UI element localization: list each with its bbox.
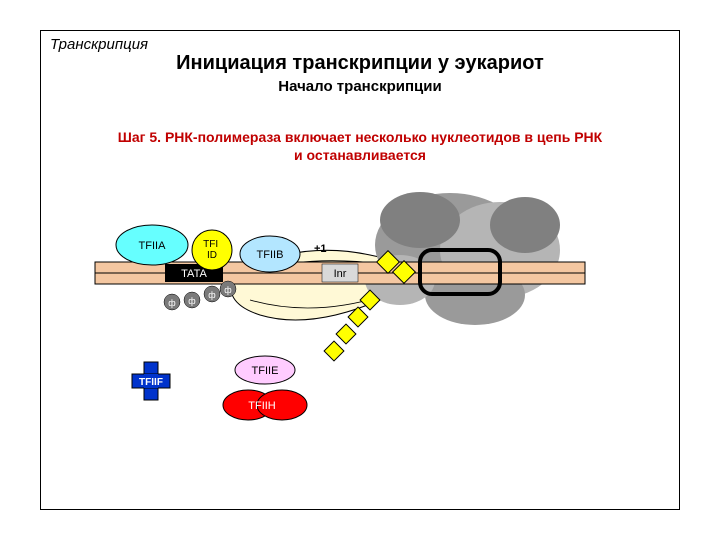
rna-diamond	[336, 324, 356, 344]
svg-text:TFIIH: TFIIH	[248, 400, 276, 412]
tfiie-factor: TFIIE	[235, 356, 295, 384]
phosphate: ф	[204, 286, 220, 302]
svg-text:Inr: Inr	[334, 268, 347, 280]
tfiia-factor: TFIIA	[116, 225, 188, 265]
svg-text:TFIIA: TFIIA	[139, 240, 167, 252]
svg-text:TFIIB: TFIIB	[257, 249, 284, 261]
svg-text:TFIIE: TFIIE	[252, 365, 279, 377]
tfiib-factor: TFIIB	[240, 236, 300, 272]
svg-text:TATA: TATA	[181, 268, 207, 280]
phosphate: ф	[184, 292, 200, 308]
svg-text:TFIIF: TFIIF	[139, 377, 163, 388]
phosphate: ф	[164, 294, 180, 310]
plus-one-label: +1	[314, 243, 327, 255]
inr-box: Inr	[322, 264, 358, 282]
ctd-phosphates: ф ф ф ф	[164, 281, 236, 310]
svg-text:ф: ф	[224, 285, 232, 295]
svg-text:ф: ф	[188, 296, 196, 306]
slide-frame: Транскрипция Инициация транскрипции у эу…	[0, 0, 720, 540]
transcription-diagram: TATA Inr +1 TFIIA TFI ID TFIIB	[0, 0, 720, 540]
tfiih-factor: TFIIH	[223, 390, 307, 420]
phosphate: ф	[220, 281, 236, 297]
svg-text:ф: ф	[168, 298, 176, 308]
rna-diamond	[324, 341, 344, 361]
tfiid-factor: TFI ID	[192, 230, 232, 270]
tfiif-factor: TFIIF	[132, 362, 170, 400]
svg-text:ф: ф	[208, 290, 216, 300]
